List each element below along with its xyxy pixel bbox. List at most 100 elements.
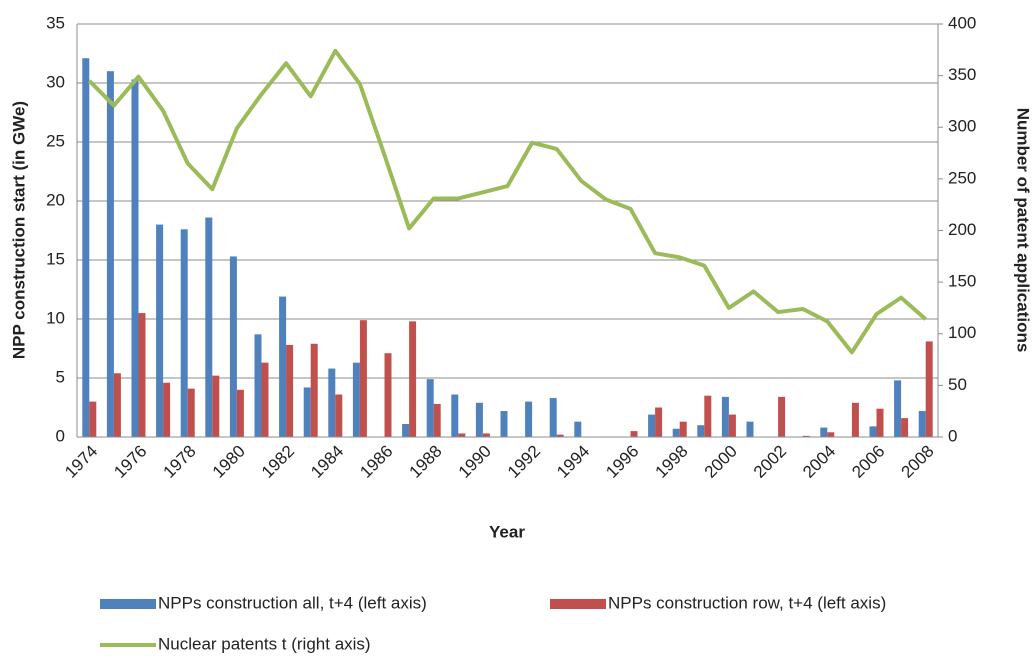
x-tick-label: 1992 [504,442,544,482]
bar [549,398,557,437]
y-tick-label: 10 [46,308,65,327]
x-tick-label: 2006 [848,442,888,482]
bar [556,434,564,437]
y2-tick-label: 100 [948,323,976,342]
legend-swatch [100,599,156,609]
y2-tick-label: 150 [948,272,976,291]
bar [901,418,909,437]
x-tick-label: 2004 [799,442,839,482]
x-tick-label: 1974 [61,442,101,482]
y-tick-label: 25 [46,131,65,150]
x-axis-title: Year [489,522,525,541]
bar [261,362,269,437]
bar [89,401,97,437]
bar [82,58,90,437]
x-tick-label: 1990 [455,442,495,482]
bar [426,379,434,437]
bar [106,71,114,437]
y-tick-label: 35 [46,13,65,32]
bar [156,224,164,437]
bar [212,375,220,437]
x-tick-label: 1994 [553,442,593,482]
x-tick-label: 1982 [258,442,298,482]
bar [655,407,663,437]
legend-label: NPPs construction all, t+4 (left axis) [158,593,427,612]
y2-tick-label: 350 [948,65,976,84]
bar [409,321,417,437]
bar [236,389,244,437]
bar [482,433,490,437]
x-tick-label: 2008 [898,442,938,482]
bar [205,217,213,437]
bar [279,296,287,437]
y2-tick-label: 50 [948,375,967,394]
bar [869,426,877,437]
x-tick-label: 1984 [307,442,347,482]
y-tick-label: 20 [46,190,65,209]
bar [925,341,933,437]
bar [672,428,680,437]
x-tick-label: 2002 [750,442,790,482]
bar [574,421,582,437]
line [87,48,928,355]
x-tick-label: 1988 [406,442,446,482]
y2-tick-label: 300 [948,117,976,136]
y2-axis-title: Number of patent applications [1014,108,1033,353]
y2-tick-label: 200 [948,220,976,239]
x-tick-label: 2000 [701,442,741,482]
bar [254,334,262,437]
x-tick-label: 1976 [110,442,150,482]
bar [918,411,926,437]
bar [458,433,466,437]
y-axis-title: NPP construction start (in GWe) [9,101,28,359]
bar [335,394,343,437]
legend-swatch [550,599,606,609]
x-tick-label: 1998 [652,442,692,482]
y-tick-label: 15 [46,249,65,268]
legend-label: Nuclear patents t (right axis) [158,634,371,653]
x-tick-label: 1996 [602,442,642,482]
bar [180,229,188,437]
x-tick-label: 1986 [356,442,396,482]
y2-tick-label: 400 [948,13,976,32]
bar [820,427,828,437]
bar [728,414,736,437]
bar [876,408,884,437]
bar [827,432,835,437]
y-tick-label: 30 [46,72,65,91]
bar [500,411,508,437]
bar [229,256,237,437]
bar [138,313,146,437]
y-tick-label: 5 [56,367,65,386]
x-tick-label: 1978 [160,442,200,482]
bar [525,401,533,437]
bar [648,414,656,437]
bar [721,396,729,437]
bar [704,395,712,437]
bar [286,344,294,437]
bar [630,431,638,437]
bar [679,421,687,437]
bar [163,382,171,437]
bar [113,373,121,437]
bar [402,424,410,437]
bar [352,362,360,437]
bar [433,403,441,437]
bar [475,402,483,437]
bar [697,425,705,437]
bar [746,421,754,437]
bar [894,380,902,437]
bar [778,396,786,437]
bar [851,402,859,437]
bar [359,320,367,437]
bar [187,388,195,437]
y2-tick-label: 250 [948,168,976,187]
bar [802,435,810,437]
y-tick-label: 0 [56,426,65,445]
legend-label: NPPs construction row, t+4 (left axis) [608,593,886,612]
x-tick-label: 1980 [209,442,249,482]
bar [451,394,459,437]
bar [384,353,392,437]
bar [328,368,336,437]
